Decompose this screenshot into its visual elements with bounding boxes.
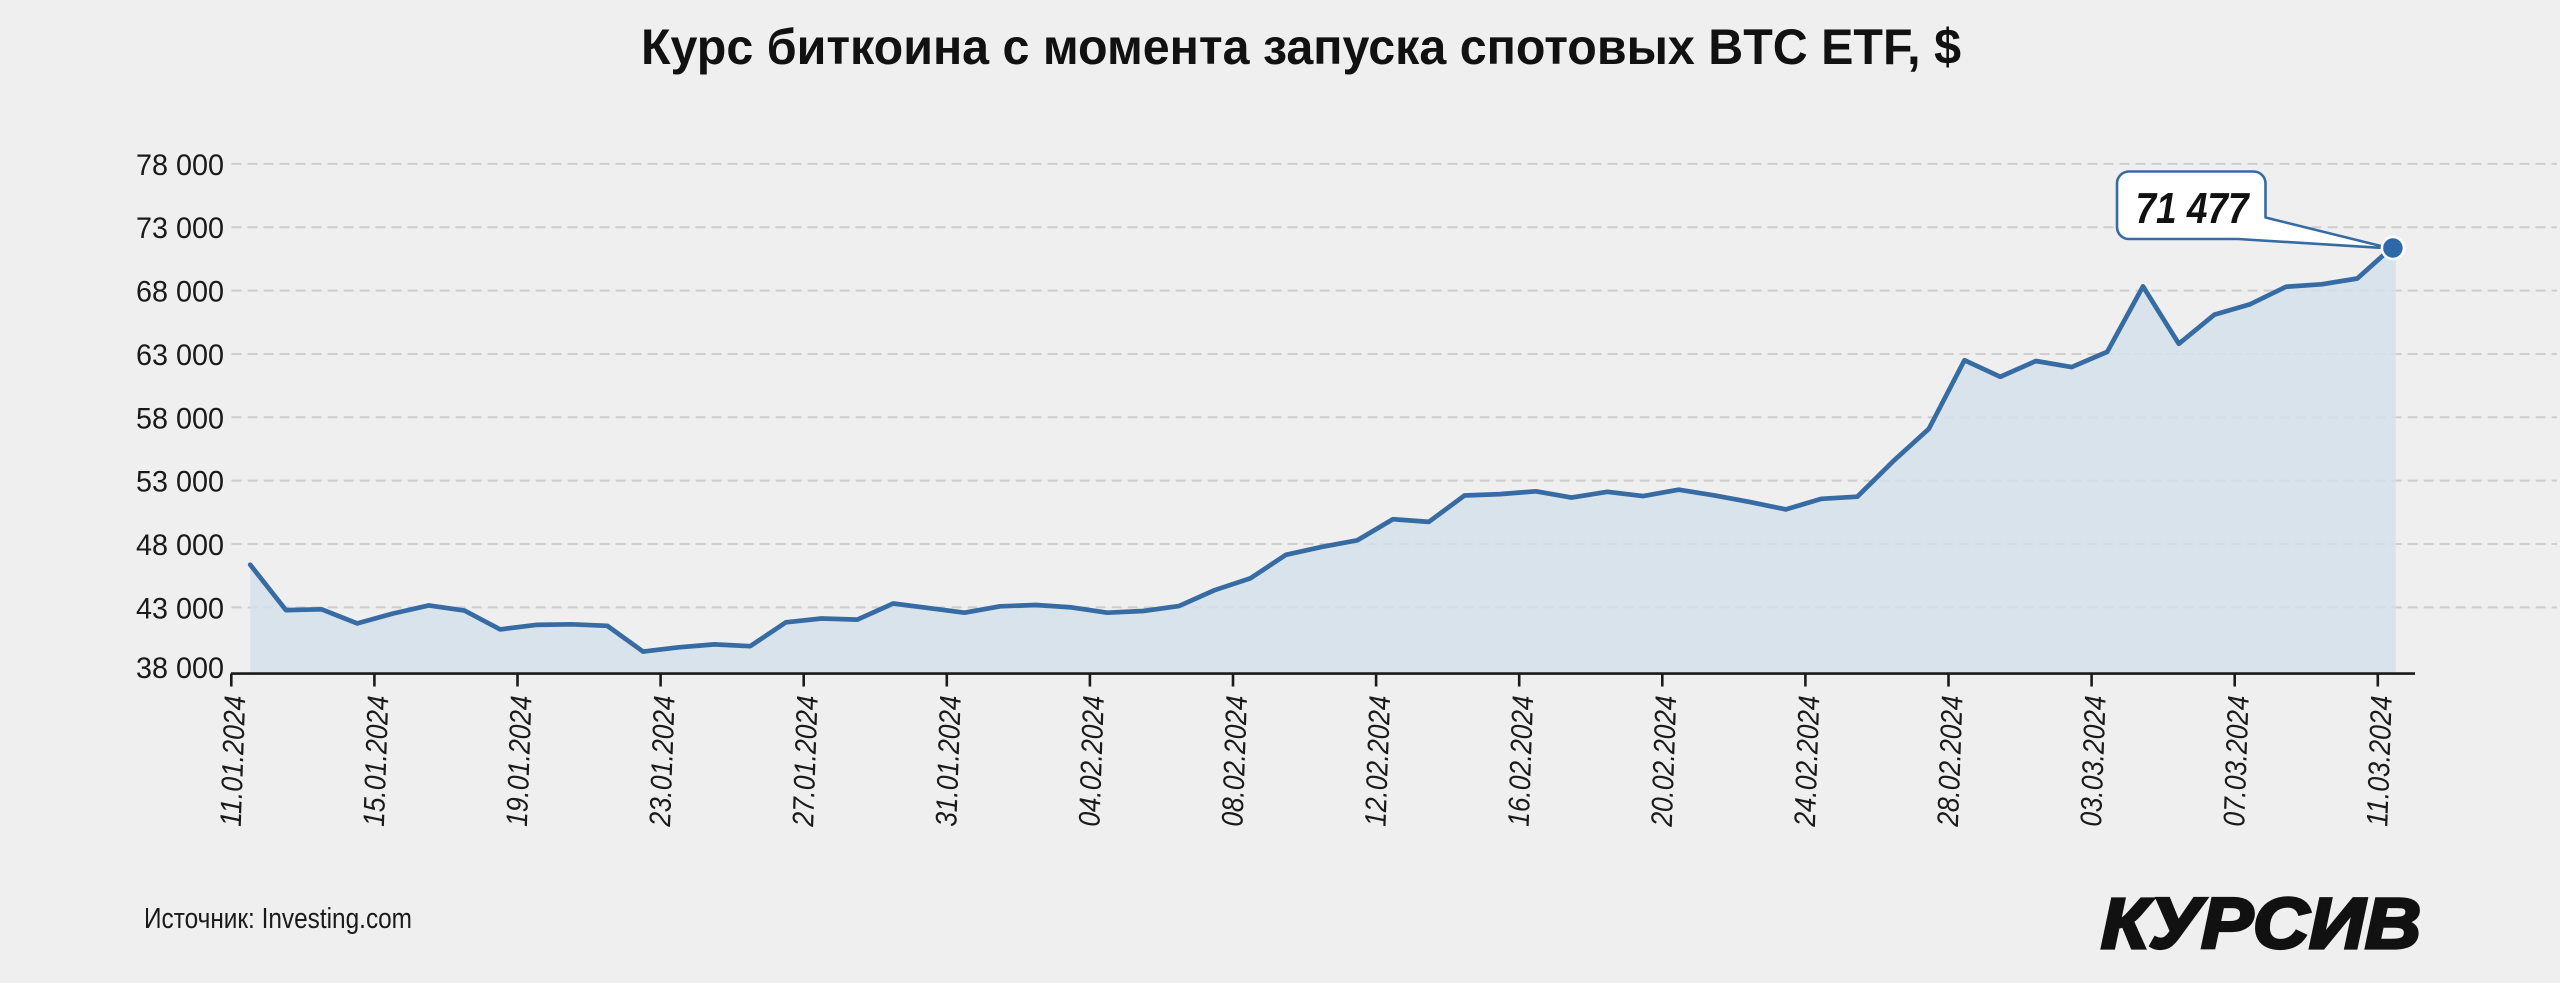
svg-text:24.02.2024: 24.02.2024 (1789, 695, 1827, 828)
svg-text:03.03.2024: 03.03.2024 (2075, 695, 2113, 827)
svg-text:11.01.2024: 11.01.2024 (215, 695, 253, 827)
svg-text:16.02.2024: 16.02.2024 (1503, 695, 1541, 827)
svg-text:08.02.2024: 08.02.2024 (1216, 695, 1254, 827)
svg-text:19.01.2024: 19.01.2024 (501, 695, 539, 827)
svg-text:31.01.2024: 31.01.2024 (930, 695, 968, 827)
svg-text:Курс биткоина с момента запуск: Курс биткоина с момента запуска спотовых… (641, 19, 1961, 75)
svg-text:78 000: 78 000 (136, 149, 224, 182)
svg-text:20.02.2024: 20.02.2024 (1646, 695, 1684, 828)
svg-text:12.02.2024: 12.02.2024 (1360, 695, 1398, 827)
svg-text:28.02.2024: 28.02.2024 (1932, 695, 1970, 828)
svg-text:68 000: 68 000 (136, 276, 224, 309)
svg-text:07.03.2024: 07.03.2024 (2218, 695, 2256, 827)
svg-text:04.02.2024: 04.02.2024 (1073, 695, 1111, 827)
svg-text:23.01.2024: 23.01.2024 (644, 695, 682, 828)
svg-text:11.03.2024: 11.03.2024 (2361, 695, 2399, 827)
svg-text:53 000: 53 000 (136, 466, 224, 499)
svg-text:КУРСИВ: КУРСИВ (2101, 885, 2421, 964)
svg-text:58 000: 58 000 (136, 402, 224, 435)
svg-text:63 000: 63 000 (136, 339, 224, 372)
svg-text:48 000: 48 000 (136, 529, 224, 562)
svg-text:43 000: 43 000 (136, 592, 224, 625)
svg-text:Источник: Investing.com: Источник: Investing.com (144, 903, 412, 935)
svg-text:15.01.2024: 15.01.2024 (358, 695, 396, 827)
svg-text:73 000: 73 000 (136, 212, 224, 245)
svg-text:38 000: 38 000 (136, 652, 224, 685)
svg-text:71 477: 71 477 (2136, 184, 2251, 233)
svg-text:27.01.2024: 27.01.2024 (787, 695, 825, 828)
